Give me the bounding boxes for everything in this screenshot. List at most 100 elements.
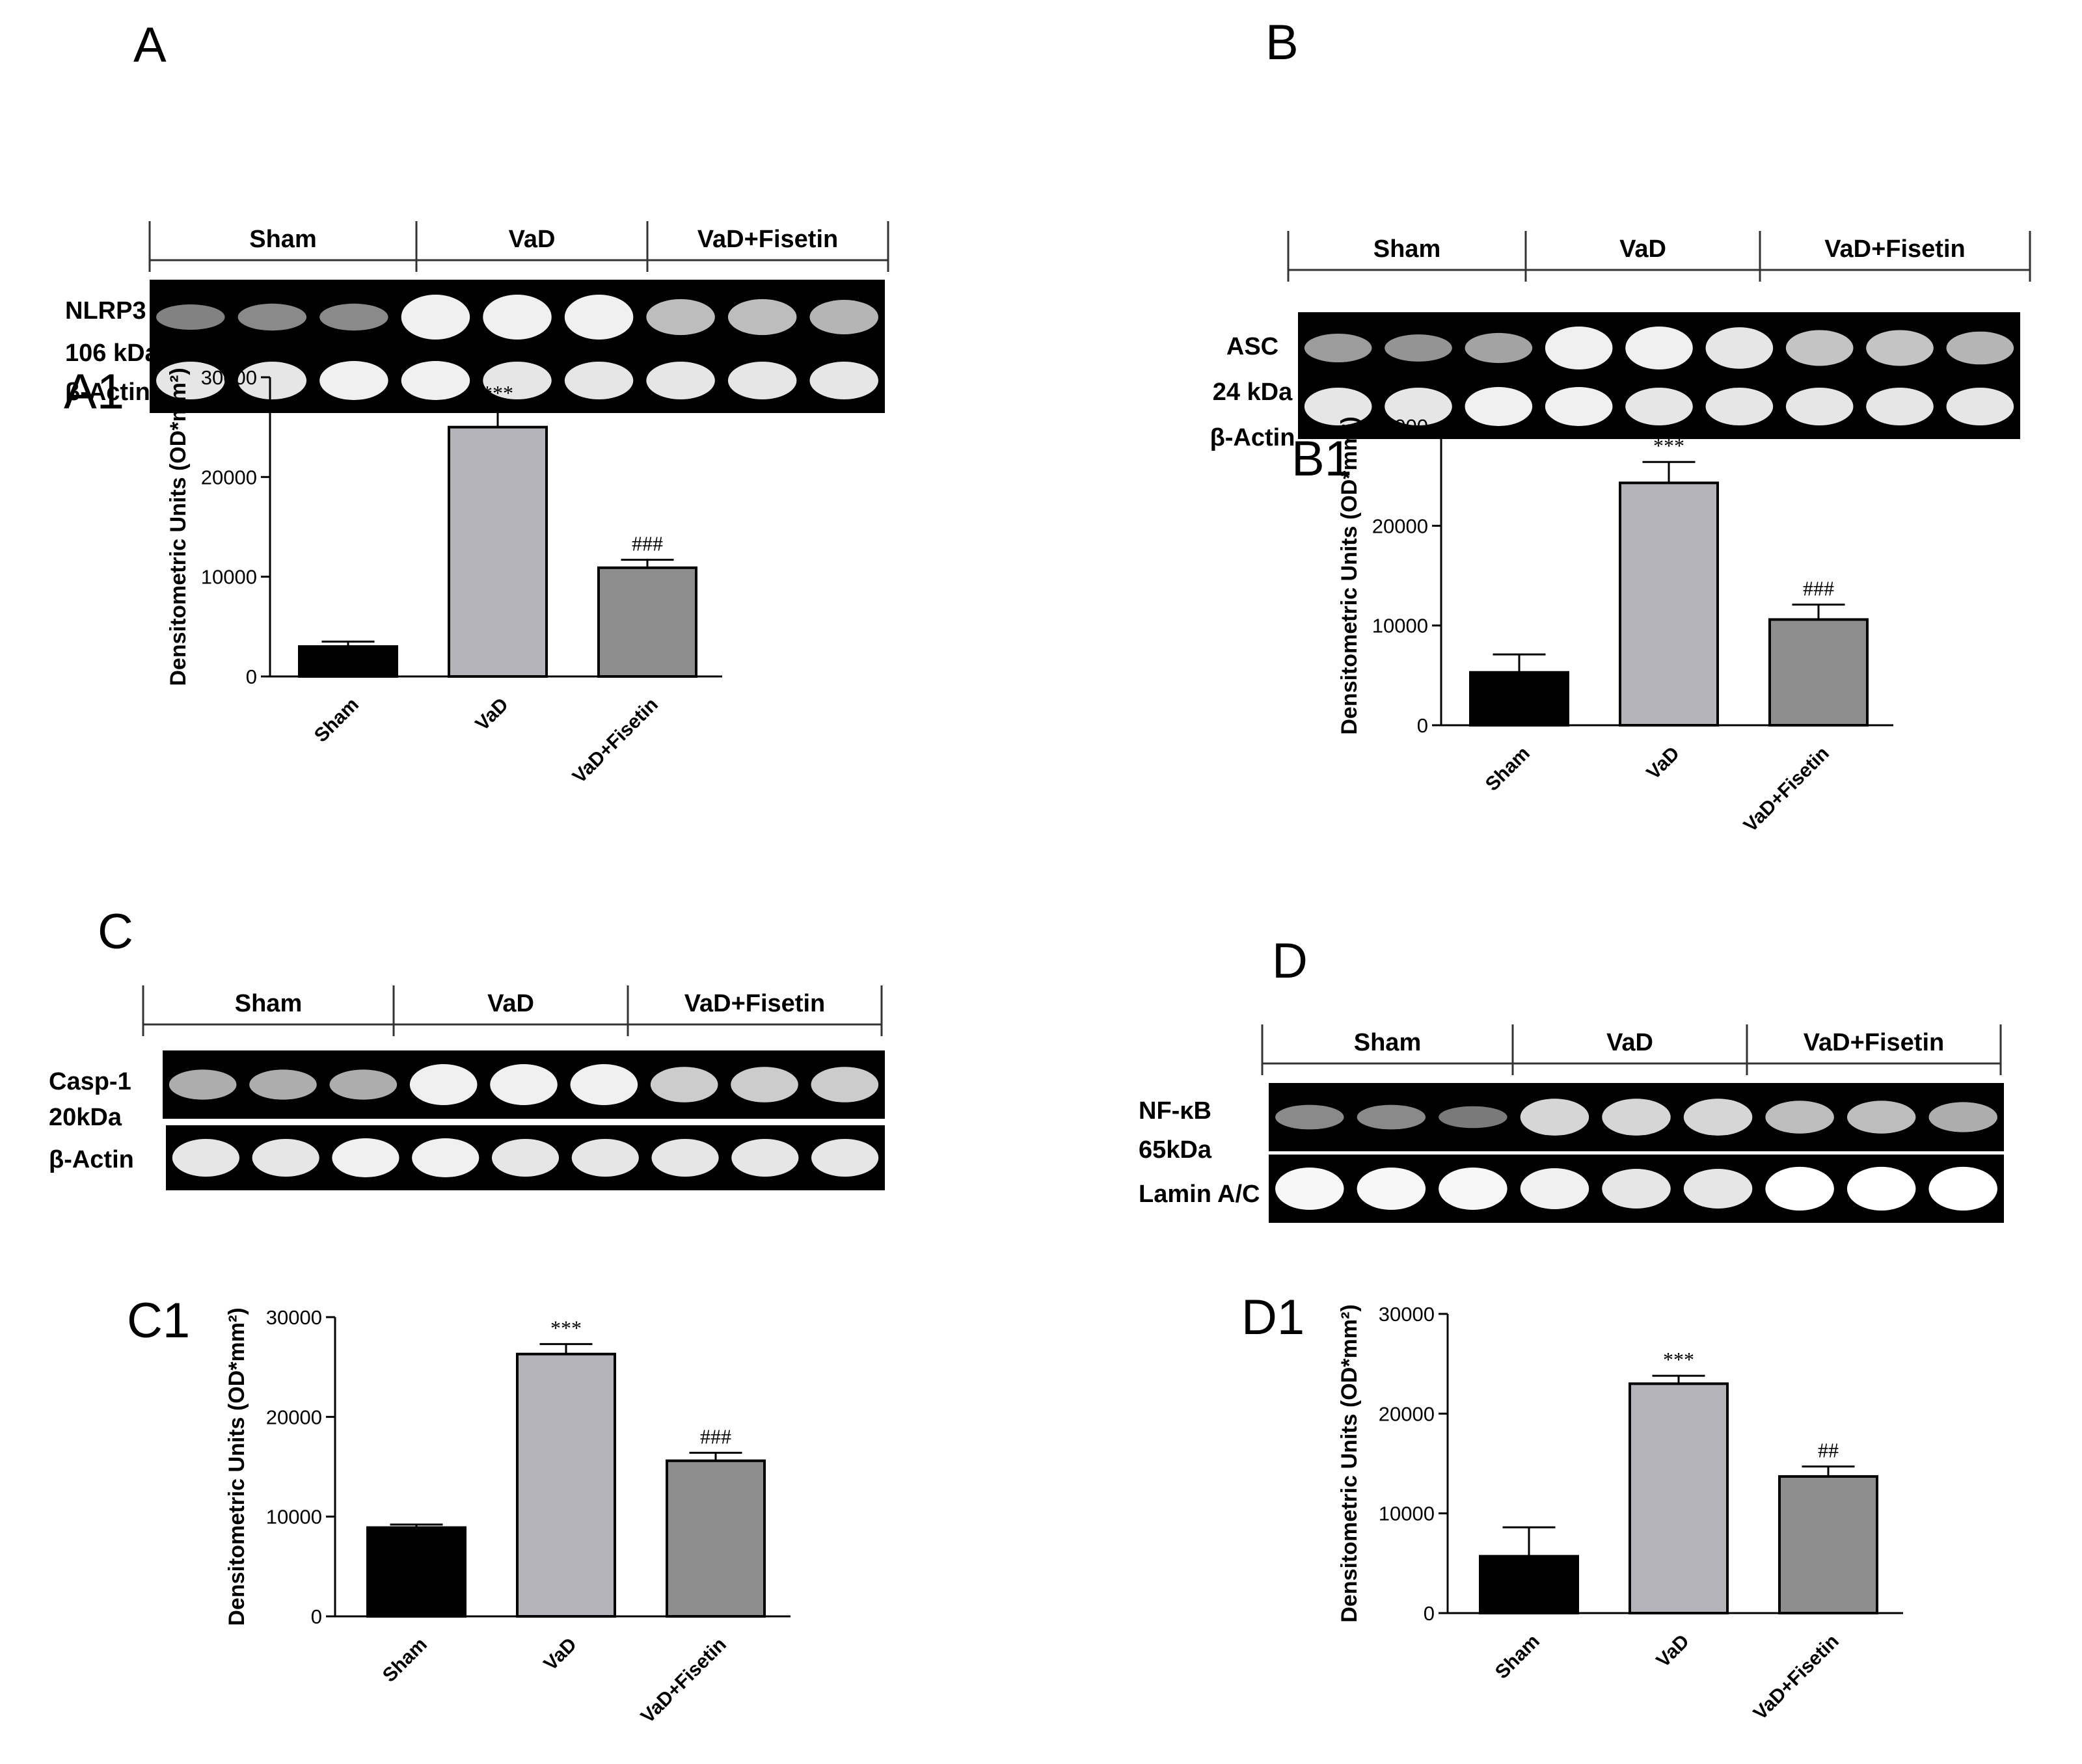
blot-band — [731, 1067, 798, 1102]
blot-band — [1385, 334, 1452, 362]
blot-band — [483, 362, 552, 399]
blot-band — [1683, 1099, 1753, 1136]
western-blot-c: Sham VaD VaD+Fisetin Casp-1 20kDa β-Actin — [49, 979, 1028, 1343]
blot-band — [169, 1069, 237, 1100]
blot-band — [646, 299, 715, 336]
blot-band — [401, 295, 470, 340]
bar-sham — [1479, 1555, 1579, 1615]
x-tick-label: VaD+Fisetin — [569, 694, 662, 788]
blot-band — [1602, 1099, 1671, 1136]
blot-band — [1275, 1167, 1344, 1210]
bar-vad-fisetin — [1778, 1475, 1878, 1614]
blot-band — [1520, 1168, 1589, 1209]
bar-vad — [1629, 1382, 1729, 1614]
blot-band — [727, 299, 797, 336]
y-tick-label: 10000 — [1379, 1503, 1435, 1525]
y-tick-label: 20000 — [1372, 514, 1428, 537]
y-tick-label: 20000 — [266, 1406, 322, 1428]
blot-band — [332, 1138, 399, 1177]
blot-band — [564, 295, 634, 340]
target-protein-label: NF-κB — [1139, 1097, 1211, 1125]
blot-band — [1545, 327, 1613, 369]
blot-band — [1625, 327, 1693, 369]
blot-band — [409, 1064, 478, 1105]
blot-band — [483, 295, 552, 340]
bar-chart-c1: Densitometric Units (OD*mm²) 0 10000 20000 3… — [224, 1306, 791, 1728]
bar-sham — [1469, 671, 1569, 727]
group-label: VaD+Fisetin — [684, 990, 825, 1017]
x-tick-label: Sham — [1481, 743, 1534, 795]
blot-band — [570, 1064, 638, 1105]
y-tick-label: 30000 — [1372, 415, 1428, 438]
x-tick-label: VaD — [1653, 1631, 1694, 1672]
blot-band — [319, 303, 388, 331]
blot-band — [252, 1139, 319, 1177]
blot-band — [1866, 330, 1934, 366]
blot-band — [1785, 388, 1854, 425]
chart-letter-c1: C1 — [127, 1293, 191, 1348]
blot-band — [1465, 387, 1533, 426]
blot-band — [571, 1139, 639, 1177]
blot-band — [1846, 1101, 1916, 1134]
blot-band — [156, 304, 225, 330]
blot-band — [1520, 1099, 1589, 1136]
blot-band — [1275, 1104, 1344, 1130]
blot-band — [1846, 1166, 1916, 1211]
blot-canvas: Sham VaD VaD+Fisetin NLRP3 106 kDa β-Actin — [65, 221, 889, 413]
blot-band — [249, 1069, 317, 1100]
molecular-weight-label: 24 kDa — [1213, 379, 1293, 406]
y-tick-label: 30000 — [201, 366, 257, 389]
panel-letter-a: A — [133, 18, 167, 73]
significance-label: *** — [482, 381, 513, 405]
bar-chart-b1: Densitometric Units (OD*mm²) 0 10000 20000 3… — [1337, 415, 1893, 836]
y-tick-label: 20000 — [201, 466, 257, 488]
x-tick-label: VaD — [472, 694, 513, 735]
y-axis-label: Densitometric Units (OD*mm²) — [1337, 416, 1362, 734]
blot-band — [1866, 388, 1934, 425]
blot-band — [1304, 334, 1372, 362]
significance-label: *** — [550, 1316, 582, 1339]
group-label: VaD — [487, 990, 534, 1017]
significance-label: *** — [1653, 434, 1684, 457]
target-protein-label: Casp-1 — [49, 1068, 131, 1095]
y-tick-label: 30000 — [266, 1306, 322, 1329]
chart-letter-a1: A1 — [64, 364, 124, 420]
blot-band — [1439, 1167, 1507, 1210]
group-label: VaD+Fisetin — [1824, 235, 1965, 263]
y-tick-label: 0 — [246, 665, 257, 688]
blot-band — [646, 362, 715, 399]
blot-band — [1705, 327, 1774, 369]
blot-band — [490, 1064, 558, 1105]
loading-control-label: β-Actin — [1210, 424, 1295, 451]
y-tick-label: 0 — [1417, 714, 1428, 737]
y-axis-label: Densitometric Units (OD*mm²) — [1337, 1304, 1362, 1622]
blot-band — [1439, 1106, 1507, 1129]
significance-label: ### — [632, 532, 663, 555]
loading-control-label: β-Actin — [49, 1146, 134, 1173]
x-tick-label: VaD — [540, 1634, 581, 1675]
loading-control-label: β-Actin — [65, 379, 150, 406]
x-tick-label: VaD+Fisetin — [1740, 743, 1833, 836]
blot-band — [1785, 330, 1854, 366]
blot-band — [1385, 388, 1452, 425]
blot-band — [809, 362, 878, 399]
significance-label: ### — [700, 1425, 731, 1449]
blot-band — [1765, 1166, 1834, 1211]
blot-band — [1357, 1167, 1426, 1210]
y-tick-label: 20000 — [1379, 1402, 1435, 1425]
blot-canvas: Sham VaD VaD+Fisetin ASC 24 kDa β-Actin — [1210, 231, 2031, 451]
y-tick-label: 10000 — [1372, 615, 1428, 637]
group-label: VaD — [1619, 235, 1666, 263]
blot-band — [1545, 387, 1613, 426]
blot-canvas: Sham VaD VaD+Fisetin Casp-1 20kDa β-Actin — [49, 985, 885, 1190]
blot-band — [811, 1067, 879, 1102]
panel-letter-c: C — [98, 904, 133, 959]
group-label: Sham — [249, 226, 316, 253]
y-tick-label: 10000 — [201, 566, 257, 589]
bar-vad-fisetin — [666, 1459, 766, 1618]
blot-band — [1602, 1169, 1671, 1209]
bar-vad-fisetin — [1768, 618, 1869, 727]
x-tick-label: VaD — [1643, 743, 1684, 784]
molecular-weight-label: 65kDa — [1139, 1136, 1212, 1164]
x-tick-label: VaD+Fisetin — [1750, 1631, 1843, 1724]
